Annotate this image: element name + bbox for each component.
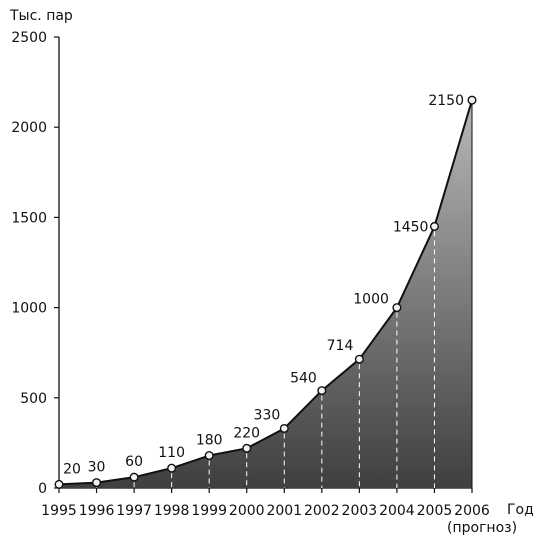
data-label-2001: 330 bbox=[254, 407, 281, 423]
x-tick-label-8: 2003 bbox=[342, 503, 378, 519]
x-tick-label-6: 2001 bbox=[266, 503, 302, 519]
area-fill bbox=[59, 100, 472, 488]
x-tick-label-3: 1998 bbox=[154, 503, 190, 519]
data-point-1995 bbox=[54, 479, 64, 489]
x-axis-title: Год bbox=[507, 502, 534, 518]
data-point-1999 bbox=[204, 451, 214, 461]
x-tick-label-5: 2000 bbox=[229, 503, 265, 519]
data-point-1998 bbox=[167, 463, 177, 473]
data-label-2003: 714 bbox=[327, 338, 354, 354]
data-point-2002 bbox=[317, 386, 327, 396]
plot-area bbox=[54, 95, 477, 489]
series-line bbox=[58, 99, 473, 486]
data-point-2001 bbox=[279, 423, 289, 433]
data-labels: 20 30 60 110 180 220 330 540 714 1000 1450 2150 bbox=[63, 93, 464, 477]
data-label-1995: 20 bbox=[63, 461, 81, 477]
data-label-2000: 220 bbox=[233, 425, 260, 441]
data-label-2004: 1000 bbox=[353, 292, 389, 308]
x-tick-label-11: 2006 bbox=[454, 503, 490, 519]
data-label-1998: 110 bbox=[158, 445, 185, 461]
y-axis-title: Тыс. пар bbox=[9, 8, 73, 24]
x-ticks: 1995 1996 1997 1998 1999 2000 2001 2002 2003 2004… bbox=[41, 488, 490, 519]
data-point-2003 bbox=[354, 354, 364, 364]
data-label-2005: 1450 bbox=[393, 219, 429, 235]
x-tick-label-2: 1997 bbox=[116, 503, 152, 519]
y-tick-label-0: 0 bbox=[38, 481, 47, 497]
x-tick-label-4: 1999 bbox=[191, 503, 227, 519]
data-label-2002: 540 bbox=[290, 371, 317, 387]
x-tick-label-7: 2002 bbox=[304, 503, 340, 519]
y-tick-label-2: 1000 bbox=[11, 301, 47, 317]
data-point-2005 bbox=[429, 221, 439, 231]
y-tick-label-1: 500 bbox=[20, 391, 47, 407]
x-axis-note: (прогноз) bbox=[447, 520, 517, 536]
x-tick-label-1: 1996 bbox=[79, 503, 115, 519]
y-tick-label-5: 2500 bbox=[11, 30, 47, 46]
data-label-1999: 180 bbox=[196, 433, 223, 449]
data-label-1996: 30 bbox=[88, 460, 106, 476]
y-tick-label-4: 2000 bbox=[11, 120, 47, 136]
y-ticks: 0 500 1000 1500 2000 2500 bbox=[11, 30, 59, 497]
data-point-1996 bbox=[92, 478, 102, 488]
data-point-2000 bbox=[242, 443, 252, 453]
data-label-2006: 2150 bbox=[428, 93, 464, 109]
data-label-1997: 60 bbox=[125, 454, 143, 470]
data-point-1997 bbox=[129, 472, 139, 482]
data-point-2004 bbox=[392, 303, 402, 313]
x-tick-label-10: 2005 bbox=[417, 503, 453, 519]
data-point-2006 bbox=[467, 95, 477, 105]
x-tick-label-0: 1995 bbox=[41, 503, 77, 519]
x-tick-label-9: 2004 bbox=[379, 503, 415, 519]
y-tick-label-3: 1500 bbox=[11, 210, 47, 226]
